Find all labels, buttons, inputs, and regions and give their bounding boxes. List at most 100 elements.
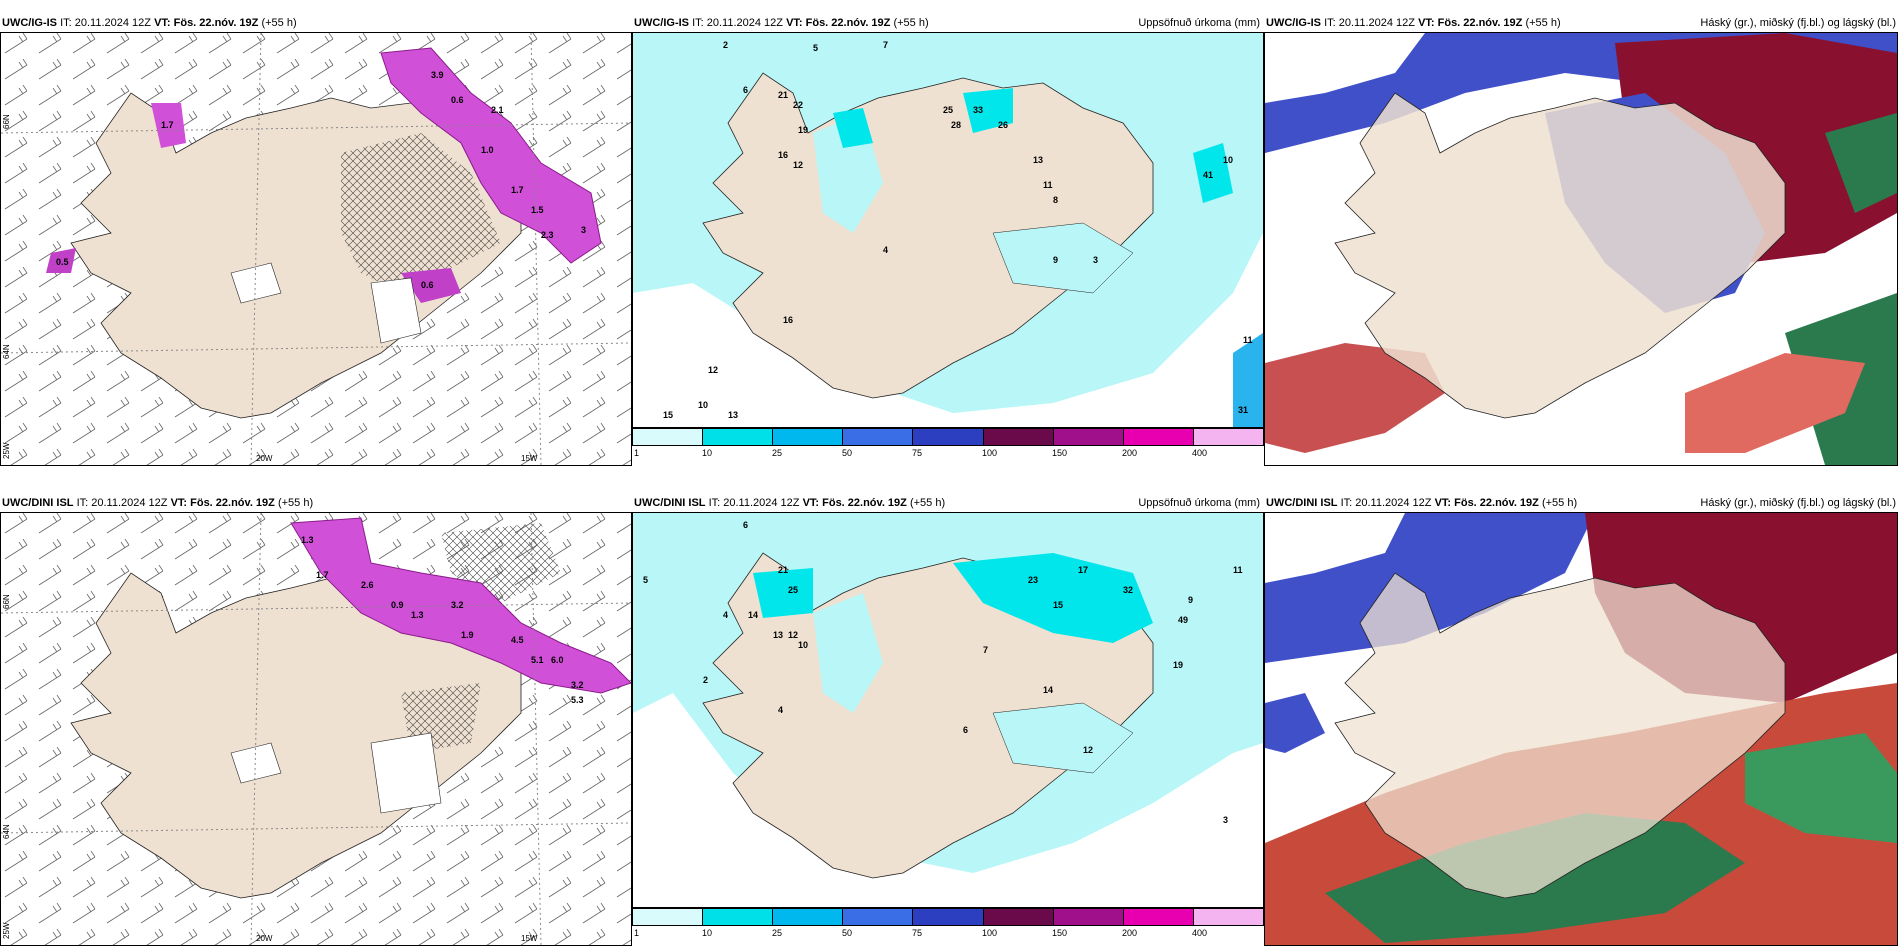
- legend-label: 200: [1122, 448, 1138, 458]
- legend-swatch: [1123, 909, 1194, 925]
- precip-value: 12: [788, 630, 798, 640]
- legend-label: 25: [772, 448, 783, 458]
- snow-value: 1.7: [316, 570, 329, 580]
- precip-value: 11: [1243, 335, 1253, 345]
- precip-value: 6: [743, 520, 748, 530]
- snow-value: 0.9: [391, 600, 404, 610]
- legend-label: 75: [912, 448, 923, 458]
- precip-value: 7: [883, 40, 888, 50]
- map-area[interactable]: 3.9 0.6 2.1 1.0 1.7 1.5 2.3 3 0.5 1.7 0.…: [0, 32, 632, 466]
- panel-precip-dini: UWC/DINI ISL IT: 20.11.2024 12Z VT: Fös.…: [632, 494, 1264, 946]
- map-area[interactable]: [1264, 32, 1898, 466]
- lon-label: 20W: [256, 934, 273, 943]
- precip-value: 17: [1078, 565, 1088, 575]
- precip-value: 5: [643, 575, 648, 585]
- panel-wind-snow-ig: UWC/IG-IS IT: 20.11.2024 12Z VT: Fös. 22…: [0, 14, 632, 466]
- snow-value: 1.9: [461, 630, 474, 640]
- panel-variable-title: Háský (gr.), miðský (fj.bl.) og lágský (…: [1700, 17, 1896, 29]
- lat-label: 66N: [2, 114, 11, 129]
- panel-header: UWC/DINI ISL IT: 20.11.2024 12Z VT: Fös.…: [1264, 494, 1900, 512]
- precip-value: 14: [1043, 685, 1053, 695]
- precip-value: 13: [1033, 155, 1043, 165]
- panel-header: UWC/DINI ISL IT: 20.11.2024 12Z VT: Fös.…: [2, 497, 314, 509]
- legend-label: 150: [1052, 448, 1068, 458]
- legend-swatch: [1123, 429, 1194, 445]
- map-area[interactable]: [1264, 512, 1898, 946]
- precip-value: 3: [1093, 255, 1098, 265]
- legend-swatch: [633, 429, 704, 445]
- precip-value: 23: [1028, 575, 1038, 585]
- precip-value: 31: [1238, 405, 1248, 415]
- legend-swatch: [703, 909, 774, 925]
- legend-swatch: [843, 909, 914, 925]
- panel-clouds-dini: UWC/DINI ISL IT: 20.11.2024 12Z VT: Fös.…: [1264, 494, 1900, 946]
- legend-swatch: [843, 429, 914, 445]
- lon-label: 15W: [521, 934, 538, 943]
- precip-legend: [632, 908, 1264, 926]
- legend-label: 400: [1192, 928, 1208, 938]
- legend-label: 150: [1052, 928, 1068, 938]
- legend-swatch: [1193, 429, 1263, 445]
- precip-value: 4: [883, 245, 888, 255]
- lat-label: 64N: [2, 344, 11, 359]
- legend-swatch: [703, 429, 774, 445]
- precip-value: 12: [793, 160, 803, 170]
- precip-value: 25: [943, 105, 953, 115]
- snow-value: 3: [581, 225, 586, 235]
- legend-label: 1: [634, 928, 640, 938]
- snow-value: 1.7: [161, 120, 174, 130]
- precip-value: 22: [793, 100, 803, 110]
- snow-value: 0.6: [421, 280, 434, 290]
- snow-value: 4.5: [511, 635, 524, 645]
- panel-precip-ig: UWC/IG-IS IT: 20.11.2024 12Z VT: Fös. 22…: [632, 14, 1264, 466]
- panel-variable-title: Uppsöfnuð úrkoma (mm): [1138, 17, 1260, 29]
- iceland-land: [1334, 92, 1786, 419]
- precip-value: 6: [743, 85, 748, 95]
- precip-legend: [632, 428, 1264, 446]
- precip-value: 28: [951, 120, 961, 130]
- legend-label: 50: [842, 928, 853, 938]
- snow-value: 6.0: [551, 655, 564, 665]
- precip-value: 4: [778, 705, 783, 715]
- iceland-land: [1334, 572, 1786, 899]
- panel-variable-title: Uppsöfnuð úrkoma (mm): [1138, 497, 1260, 509]
- legend-swatch: [1053, 909, 1124, 925]
- precip-value: 14: [748, 610, 758, 620]
- snow-value: 1.0: [481, 145, 494, 155]
- precip-value: 12: [708, 365, 718, 375]
- legend-swatch: [1193, 909, 1263, 925]
- map-area[interactable]: 1.3 1.7 2.6 0.9 1.3 3.2 1.9 4.5 6.0 5.1 …: [0, 512, 632, 946]
- precip-value: 19: [798, 125, 808, 135]
- precip-value: 26: [998, 120, 1008, 130]
- panel-header: UWC/IG-IS IT: 20.11.2024 12Z VT: Fös. 22…: [1264, 14, 1900, 32]
- precip-value: 21: [778, 565, 788, 575]
- precip-value: 2: [723, 40, 728, 50]
- legend-label: 100: [982, 928, 998, 938]
- precip-value: 33: [973, 105, 983, 115]
- precip-value: 11: [1233, 565, 1243, 575]
- panel-header: UWC/IG-IS IT: 20.11.2024 12Z VT: Fös. 22…: [2, 17, 297, 29]
- precip-value: 13: [728, 410, 738, 420]
- lon-label: 20W: [256, 454, 273, 463]
- legend-swatch: [773, 909, 844, 925]
- precip-value: 9: [1053, 255, 1058, 265]
- precip-value: 2: [703, 675, 708, 685]
- precip-value: 13: [773, 630, 783, 640]
- snow-value: 2.1: [491, 105, 504, 115]
- lat-label: 66N: [2, 594, 11, 609]
- legend-swatch: [1053, 429, 1124, 445]
- legend-swatch: [983, 909, 1054, 925]
- map-area[interactable]: 6 5 4 21 25 14 13 12 10 23 17 32 49 15 9…: [632, 512, 1264, 908]
- precip-value: 11: [1043, 180, 1053, 190]
- precip-value: 4: [723, 610, 728, 620]
- lon-label: 25W: [2, 442, 11, 459]
- legend-swatch: [913, 909, 984, 925]
- panel-header: UWC/DINI ISL IT: 20.11.2024 12Z VT: Fös.…: [632, 494, 1264, 512]
- precip-value: 41: [1203, 170, 1213, 180]
- iceland-land: [702, 552, 1154, 879]
- snow-value: 3.9: [431, 70, 444, 80]
- precip-value: 16: [783, 315, 793, 325]
- map-area[interactable]: 2 5 7 6 21 22 19 16 12 25 28 33 26 13 11…: [632, 32, 1264, 428]
- legend-label: 1: [634, 448, 640, 458]
- precip-value: 10: [1223, 155, 1233, 165]
